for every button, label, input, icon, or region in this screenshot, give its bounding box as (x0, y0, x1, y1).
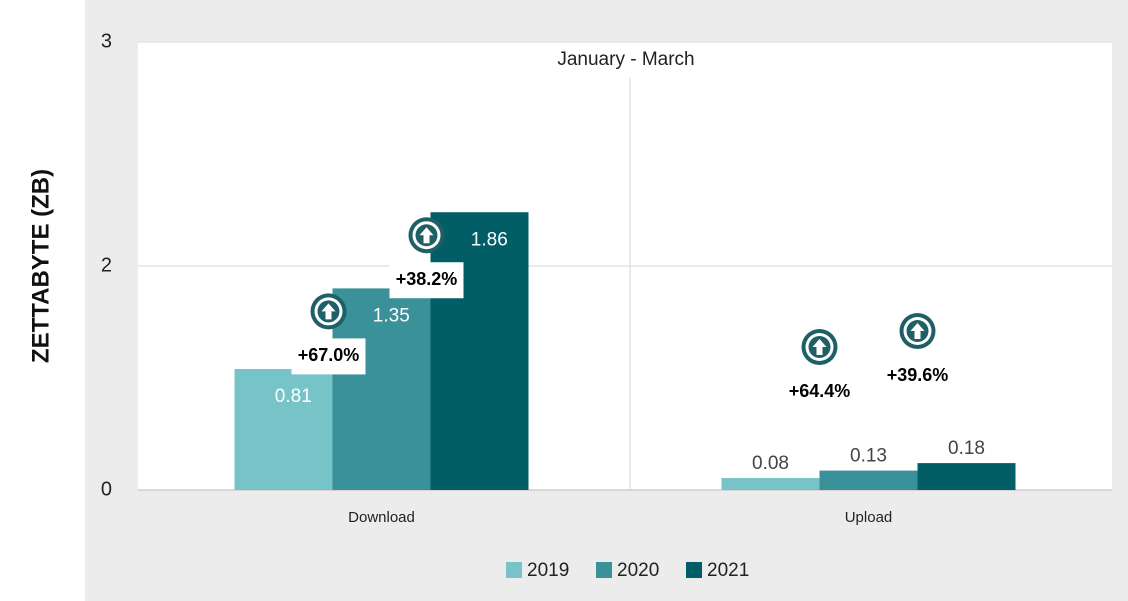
change-label-box (389, 262, 464, 299)
y-tick-label: 2 (101, 254, 112, 276)
change-icon (812, 339, 827, 355)
bar (332, 288, 431, 490)
change-label-box (880, 358, 955, 394)
bar (721, 478, 820, 490)
chart-subtitle: January - March (557, 49, 694, 70)
legend-swatch (506, 562, 522, 578)
y-axis-label: ZETTABYTE (ZB) (27, 169, 54, 363)
y-tick-label: 0 (101, 478, 112, 500)
legend-label: 2021 (707, 560, 749, 581)
change-label: +64.4% (789, 381, 851, 401)
change-icon (321, 303, 336, 320)
x-tick-label: Download (348, 509, 415, 526)
change-label-box (291, 338, 366, 375)
bar (917, 463, 1016, 490)
value-label: 0.13 (850, 446, 887, 467)
legend-label: 2020 (617, 560, 659, 581)
change-label: +38.2% (396, 269, 458, 289)
x-tick-label: Upload (845, 509, 893, 526)
y-tick-label: 3 (101, 30, 112, 52)
value-label: 1.35 (373, 305, 410, 326)
change-icon (910, 323, 925, 339)
change-label-box (782, 374, 857, 410)
bar (234, 369, 333, 490)
change-label: +67.0% (298, 345, 360, 365)
value-label: 0.08 (752, 453, 789, 474)
legend-swatch (686, 562, 702, 578)
bar (430, 212, 529, 491)
legend-swatch (596, 562, 612, 578)
change-label: +39.6% (887, 365, 949, 385)
value-label: 0.81 (275, 386, 312, 407)
legend-label: 2019 (527, 560, 569, 581)
value-label: 0.18 (948, 438, 985, 459)
change-icon (419, 227, 434, 244)
bar (819, 470, 918, 490)
value-label: 1.86 (471, 229, 508, 250)
